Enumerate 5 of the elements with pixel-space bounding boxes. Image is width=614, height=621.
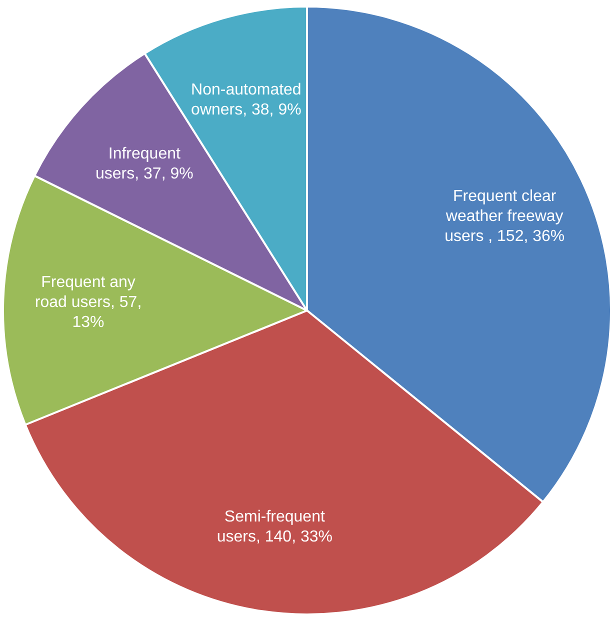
slice-label: Infrequent users, 37, 9% [96, 145, 194, 182]
slice-label: Frequent clear weather freeway users , 152, 36% [444, 188, 565, 245]
slice-label: Non-automated owners, 38, 9% [191, 82, 302, 119]
slice-label: Semi-frequent users, 140, 33% [216, 508, 332, 546]
slice-label: Frequent any road users, 57, 13% [34, 274, 142, 331]
